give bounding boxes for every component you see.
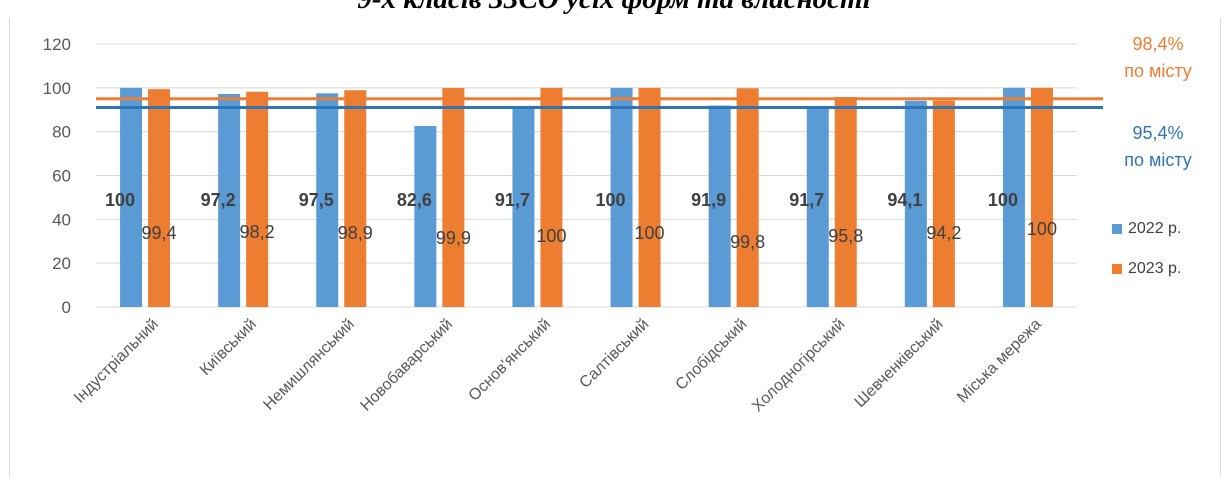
legend: 2022 р. 2023 р. — [1112, 219, 1181, 299]
x-tick-label: Новобаварський — [357, 316, 456, 415]
data-label-2022: 97,5 — [299, 190, 334, 210]
y-tick-label: 80 — [52, 123, 71, 142]
x-tick-label: Основ'янський — [466, 316, 555, 405]
data-label-2023: 99,8 — [730, 232, 765, 252]
y-tick-label: 40 — [52, 210, 71, 229]
data-label-2022: 82,6 — [397, 190, 432, 210]
bar-2022 — [806, 106, 829, 307]
x-tick-label: Міська мережа — [954, 316, 1045, 407]
ref-label-2023: 98,4% по місту — [1088, 31, 1228, 85]
bar-2023 — [344, 90, 367, 307]
y-tick-label: 100 — [43, 79, 71, 98]
bar-2023 — [932, 100, 955, 307]
data-label-2023: 98,2 — [240, 222, 275, 242]
x-tick-label: Салтівський — [576, 316, 652, 392]
legend-swatch-2023 — [1112, 264, 1122, 274]
bar-2022 — [414, 125, 437, 308]
data-label-2023: 99,4 — [142, 223, 177, 243]
chart-frame-left — [9, 18, 10, 477]
x-tick-label: Слобідський — [673, 316, 751, 394]
bar-2022 — [1002, 87, 1025, 307]
bar-2022 — [120, 87, 143, 307]
data-label-2022: 100 — [105, 190, 135, 210]
y-tick-label: 20 — [52, 254, 71, 273]
chart-frame-right — [1220, 18, 1221, 477]
bar-2023 — [736, 88, 759, 307]
data-label-2022: 94,1 — [887, 190, 922, 210]
data-label-2022: 91,7 — [495, 190, 530, 210]
bar-2023 — [246, 91, 269, 307]
data-labels: 100 99,4 97,298,2 97,598,9 82,699,9 91,7 100 10… — [105, 190, 1057, 252]
data-label-2023: 95,8 — [828, 226, 863, 246]
ref-label-2022-value: 95,4% — [1132, 123, 1184, 143]
data-label-2023: 94,2 — [926, 223, 961, 243]
bar-2023 — [540, 87, 563, 307]
legend-label-2022: 2022 р. — [1128, 220, 1182, 237]
bars — [120, 87, 1053, 308]
chart-title: 9-х класів ЗЗСО усіх форм та власності — [0, 0, 1228, 16]
ref-label-2022: 95,4% по місту — [1088, 120, 1228, 174]
y-tick-label: 60 — [52, 167, 71, 186]
legend-label-2023: 2023 р. — [1128, 260, 1182, 277]
bar-2022 — [512, 106, 535, 307]
bar-2022 — [610, 87, 633, 307]
bar-2023 — [442, 88, 465, 308]
bar-2022 — [218, 93, 241, 307]
ref-label-2022-caption: по місту — [1124, 150, 1192, 170]
bar-2023 — [834, 97, 857, 307]
data-label-2023: 100 — [1027, 219, 1057, 239]
data-label-2022: 91,9 — [691, 190, 726, 210]
legend-item-2022: 2022 р. — [1112, 219, 1181, 239]
bar-2023 — [148, 89, 171, 307]
bar-2023 — [1030, 87, 1053, 307]
y-tick-label: 120 — [43, 35, 71, 54]
data-label-2022: 97,2 — [201, 190, 236, 210]
ref-label-2023-caption: по місту — [1124, 61, 1192, 81]
x-tick-label: Київський — [197, 316, 260, 379]
data-label-2023: 98,9 — [338, 223, 373, 243]
data-label-2023: 99,9 — [436, 228, 471, 248]
x-tick-label: Немишлянський — [260, 316, 358, 414]
x-axis: Індустріальний Київський Немишлянський Ново… — [71, 316, 1045, 416]
data-label-2023: 100 — [635, 223, 665, 243]
reference-lines — [96, 97, 1103, 110]
x-tick-label: Шевченківський — [852, 316, 947, 411]
bar-2022 — [904, 100, 927, 308]
data-label-2022: 91,7 — [789, 190, 824, 210]
data-label-2022: 100 — [596, 190, 626, 210]
legend-swatch-2022 — [1112, 224, 1122, 234]
bar-2022 — [316, 93, 339, 307]
data-label-2022: 100 — [988, 190, 1018, 210]
x-tick-label: Індустріальний — [71, 316, 162, 407]
y-tick-label: 0 — [62, 298, 71, 317]
grid-lines — [96, 43, 1077, 308]
legend-item-2023: 2023 р. — [1112, 259, 1181, 279]
y-axis: 0 20 40 60 80 100 120 — [43, 35, 71, 317]
ref-label-2023-value: 98,4% — [1132, 34, 1184, 54]
bar-2023 — [638, 87, 661, 307]
bar-2022 — [708, 105, 731, 307]
x-tick-label: Холодногірський — [749, 316, 848, 415]
data-label-2023: 100 — [536, 226, 566, 246]
